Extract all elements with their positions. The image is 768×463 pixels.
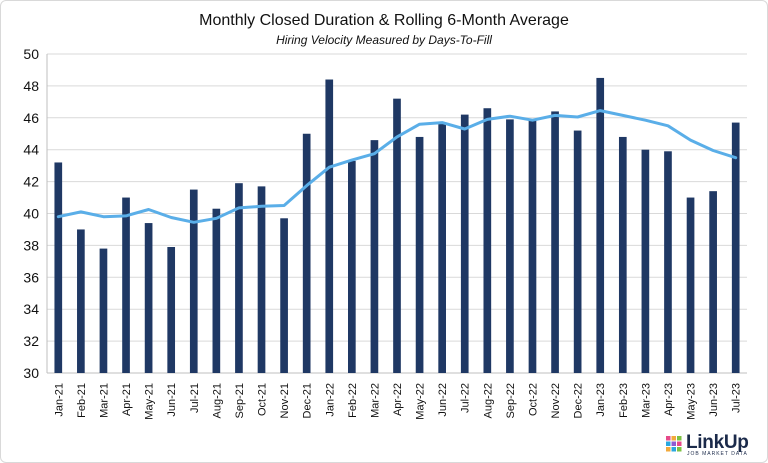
bar <box>189 189 198 373</box>
bar <box>596 77 605 374</box>
logo-grid-cell <box>666 447 671 452</box>
y-tick-label: 40 <box>23 206 39 222</box>
logo-grid-cell <box>666 441 671 446</box>
bar <box>348 160 356 373</box>
x-tick-label: Sep-21 <box>234 383 246 418</box>
y-tick-label: 44 <box>23 142 39 158</box>
logo-grid-cell <box>677 447 682 452</box>
linkup-logo: LinkUp JOB MARKET DATA <box>666 432 762 458</box>
x-tick-label: Aug-22 <box>482 383 494 418</box>
x-tick-label: Jun-21 <box>166 383 178 417</box>
x-tick-label: Jun-23 <box>708 383 720 417</box>
bar <box>370 140 379 373</box>
x-tick-label: Jul-23 <box>731 383 743 413</box>
logo-grid-cell <box>666 436 671 441</box>
bar <box>302 133 311 373</box>
x-tick-label: Jul-21 <box>189 383 201 413</box>
x-tick-label: Oct-21 <box>257 383 269 416</box>
bar <box>393 98 401 373</box>
x-tick-label: Mar-23 <box>640 383 652 418</box>
x-tick-label: Dec-21 <box>302 383 314 418</box>
bar <box>483 108 492 373</box>
y-tick-label: 30 <box>23 365 39 381</box>
logo-grid-cell <box>677 441 682 446</box>
x-tick-label: Apr-23 <box>663 383 675 416</box>
x-tick-label: May-22 <box>415 383 427 420</box>
x-tick-label: Apr-21 <box>121 383 133 416</box>
bar <box>460 114 469 374</box>
x-tick-label: Feb-22 <box>347 383 359 418</box>
y-tick-label: 46 <box>23 110 39 126</box>
x-tick-label: Sep-22 <box>505 383 517 418</box>
bar <box>506 119 514 374</box>
x-tick-label: May-21 <box>144 383 156 420</box>
y-tick-label: 48 <box>23 78 39 94</box>
bar <box>325 79 334 374</box>
y-tick-label: 50 <box>23 46 39 62</box>
x-tick-label: Jan-23 <box>595 383 607 417</box>
y-tick-label: 38 <box>23 237 39 253</box>
logo-grid-cell <box>671 436 676 441</box>
bar <box>709 191 717 373</box>
bar <box>641 149 650 373</box>
logo-grid-cell <box>671 447 676 452</box>
y-tick-label: 42 <box>23 174 39 190</box>
x-tick-label: Feb-21 <box>76 383 88 418</box>
x-tick-label: Jul-22 <box>460 383 472 413</box>
logo-grid-icon <box>666 436 682 452</box>
bar <box>551 111 559 374</box>
bar <box>167 246 176 373</box>
x-tick-label: Dec-22 <box>573 383 585 418</box>
x-tick-label: Jun-22 <box>437 383 449 417</box>
bar <box>686 197 695 373</box>
bar <box>257 186 266 373</box>
x-tick-label: Mar-22 <box>369 383 381 418</box>
bar <box>235 183 243 373</box>
logo-tagline: JOB MARKET DATA <box>687 451 748 457</box>
x-tick-label: Aug-21 <box>211 383 223 418</box>
x-tick-label: May-23 <box>686 383 698 420</box>
bar <box>664 151 672 373</box>
x-tick-label: Nov-22 <box>550 383 562 418</box>
bar <box>280 218 288 373</box>
x-tick-label: Mar-21 <box>98 383 110 418</box>
bar <box>54 162 63 373</box>
logo-grid-cell <box>671 441 676 446</box>
chart-title: Monthly Closed Duration & Rolling 6-Mont… <box>199 12 569 29</box>
bar <box>731 122 740 374</box>
y-tick-label: 36 <box>23 269 39 285</box>
bar <box>438 122 446 374</box>
bar <box>573 130 582 373</box>
x-tick-label: Feb-23 <box>618 383 630 418</box>
bar <box>618 136 627 373</box>
y-tick-label: 32 <box>23 333 39 349</box>
x-tick-label: Oct-22 <box>527 383 539 416</box>
x-tick-label: Apr-22 <box>392 383 404 416</box>
x-tick-label: Jan-22 <box>324 383 336 417</box>
bar <box>415 136 424 373</box>
bar <box>122 197 130 373</box>
y-tick-label: 34 <box>23 301 39 317</box>
logo-grid-cell <box>677 436 682 441</box>
x-tick-label: Nov-21 <box>279 383 291 418</box>
bar <box>528 119 537 374</box>
logo-wordmark: LinkUp <box>686 432 749 453</box>
bar <box>77 229 85 373</box>
bar <box>212 208 221 373</box>
bar <box>99 248 108 373</box>
rolling-average-line <box>56 109 738 224</box>
bar <box>144 223 153 373</box>
x-tick-label: Jan-21 <box>53 383 65 417</box>
chart-subtitle: Hiring Velocity Measured by Days-To-Fill <box>276 33 492 47</box>
